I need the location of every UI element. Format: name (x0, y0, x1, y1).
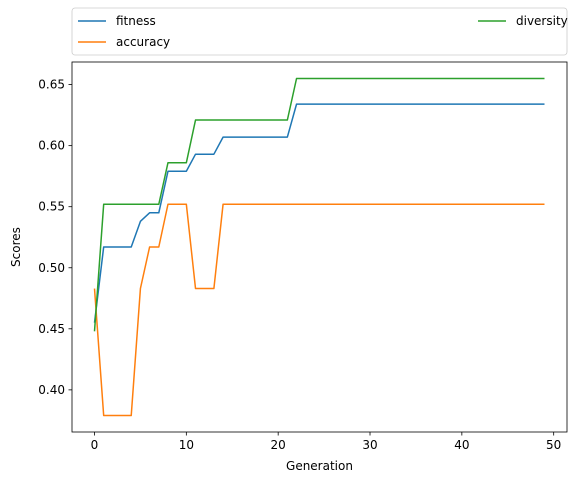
y-axis-label: Scores (9, 227, 23, 267)
axes-frame (72, 62, 567, 432)
x-tick-label: 10 (179, 438, 194, 452)
legend-label-accuracy: accuracy (116, 35, 170, 49)
x-tick-label: 30 (362, 438, 377, 452)
y-tick-label: 0.45 (38, 322, 65, 336)
y-tick-label: 0.65 (38, 78, 65, 92)
x-tick-label: 0 (91, 438, 99, 452)
x-axis-label: Generation (286, 459, 353, 473)
legend-label-fitness: fitness (116, 14, 156, 28)
y-tick-label: 0.60 (38, 139, 65, 153)
x-tick-label: 50 (546, 438, 561, 452)
axes: 0 10 20 30 40 50 0.40 0.45 0.50 0.55 0.60 0.65 (38, 62, 567, 452)
x-tick-label: 20 (271, 438, 286, 452)
legend: fitness accuracy diversity (72, 8, 568, 55)
y-tick-label: 0.40 (38, 383, 65, 397)
series-line-accuracy (95, 204, 545, 415)
legend-label-diversity: diversity (516, 14, 568, 28)
y-tick-label: 0.55 (38, 200, 65, 214)
y-tick-label: 0.50 (38, 261, 65, 275)
plot-area (95, 78, 545, 415)
series-line-fitness (95, 104, 545, 323)
x-tick-label: 40 (454, 438, 469, 452)
